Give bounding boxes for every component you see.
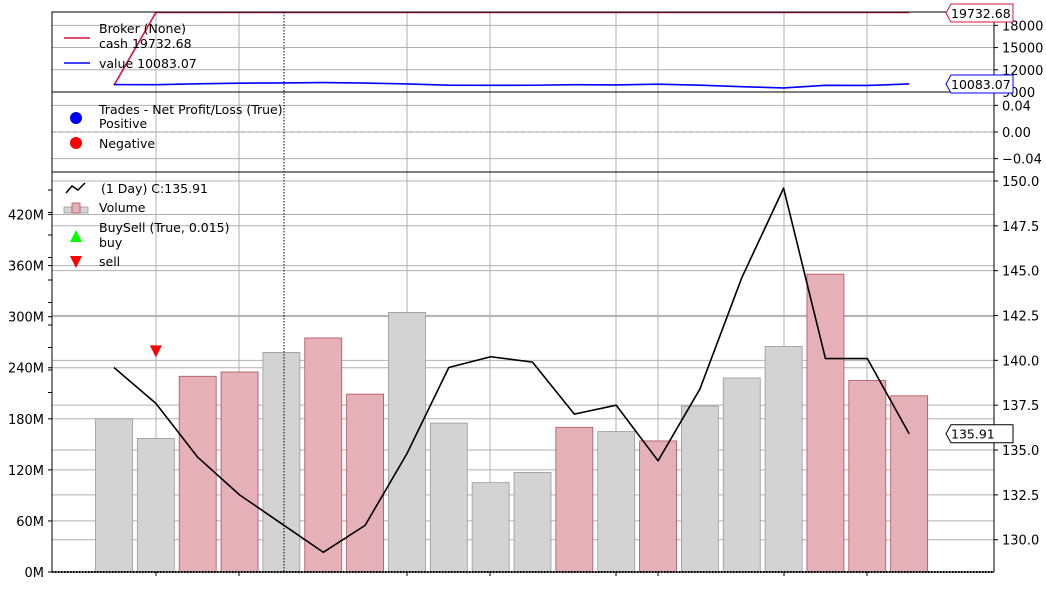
volume-tick-label: 120M	[8, 464, 44, 479]
panel-frames	[51, 11, 995, 573]
legend-trades-title: Trades - Net Profit/Loss (True)	[98, 102, 283, 117]
legend-broker: Broker (None)	[99, 21, 186, 36]
broker-panel-grid	[52, 12, 994, 93]
volume-bar	[890, 395, 929, 573]
trades-ytick-tick-label: −0.04	[1002, 153, 1042, 168]
broker-ytick-tick-label: 15000	[1002, 42, 1043, 57]
volume-bar	[848, 380, 887, 573]
negative-marker-icon	[70, 137, 82, 149]
volume-bar	[429, 422, 468, 573]
volume-bar	[262, 352, 301, 573]
last-value-label-box	[945, 3, 1014, 23]
price-ytick-tick-label: 150.0	[1002, 175, 1039, 190]
value-labels: 19732.68 10083.07 135.91	[945, 3, 1014, 444]
last-close-label-box	[945, 424, 1014, 444]
last-value-label: 10083.07	[951, 77, 1011, 92]
price-ytick-tick-label: 135.0	[1002, 444, 1039, 459]
last-value-label: 19732.68	[951, 6, 1011, 21]
volume-bar	[639, 440, 677, 573]
panel-frame-1	[51, 11, 995, 93]
volume-tick-label: 360M	[8, 260, 44, 275]
volume-bar	[388, 312, 426, 573]
volume-bars	[95, 273, 929, 573]
trades-legend: Trades - Net Profit/Loss (True) Positive…	[70, 102, 283, 151]
sell-marker	[149, 345, 162, 358]
price-ytick-tick-label: 132.5	[1002, 489, 1039, 504]
sell-marker-icon	[70, 256, 82, 268]
volume-bar	[764, 346, 803, 573]
trades-ytick-tick-label: 0.00	[1002, 126, 1031, 141]
price-ytick-tick-label: 130.0	[1002, 534, 1039, 549]
legend-buysell: BuySell (True, 0.015)	[99, 220, 229, 235]
broker-legend: Broker (None) cash 19732.68 value 10083.…	[64, 21, 197, 71]
volume-tick-label: 60M	[16, 515, 44, 530]
trade-markers	[149, 345, 162, 358]
volume-bar	[346, 393, 385, 573]
legend-value: value 10083.07	[99, 56, 197, 71]
legend-price: (1 Day) C:135.91	[97, 181, 208, 196]
legend-buy: buy	[99, 235, 123, 250]
legend-cash: cash 19732.68	[99, 36, 192, 51]
price-ytick-tick-label: 142.5	[1002, 309, 1039, 324]
volume-bar	[681, 405, 719, 573]
last-close-label: 135.91	[951, 427, 995, 442]
volume-bar	[178, 375, 217, 573]
volume-bar	[597, 431, 636, 573]
legend-negative: Negative	[99, 136, 155, 151]
price-ytick-tick-label: 145.0	[1002, 265, 1039, 280]
volume-bar	[513, 472, 552, 573]
price-ytick-tick-label: 147.5	[1002, 220, 1039, 235]
volume-bar	[806, 273, 845, 573]
price-ytick-tick-label: 140.0	[1002, 354, 1039, 369]
volume-tick-label: 240M	[8, 362, 44, 377]
close-price-line	[113, 187, 910, 554]
legend-positive: Positive	[99, 116, 147, 131]
volume-bar	[304, 337, 343, 573]
value-line	[113, 81, 910, 89]
volume-bar	[722, 377, 761, 573]
volume-bar	[555, 426, 594, 573]
volume-bar	[220, 371, 259, 573]
price-line-icon	[65, 182, 86, 194]
volume-tick-label: 180M	[8, 413, 44, 428]
volume-bar	[95, 418, 133, 573]
volume-tick-label: 300M	[8, 311, 44, 326]
volume-tick-label: 420M	[8, 209, 44, 224]
volume-bar	[471, 482, 510, 573]
buy-marker-icon	[70, 230, 82, 242]
axis-ticks: 9000120001500018000−0.040.000.04130.0132…	[8, 19, 1043, 581]
legend-sell: sell	[99, 254, 120, 269]
legend-volume: Volume	[99, 200, 146, 215]
positive-marker-icon	[70, 112, 82, 124]
price-ytick-tick-label: 137.5	[1002, 399, 1039, 414]
last-value-label-box	[945, 74, 1014, 94]
broker-ytick-tick-label: 18000	[1002, 19, 1043, 34]
volume-bar	[136, 437, 175, 573]
trades-ytick-tick-label: 0.04	[1002, 99, 1031, 114]
volume-tick-label: 0M	[25, 566, 45, 581]
price-legend: (1 Day) C:135.91 Volume BuySell (True, 0…	[63, 181, 229, 269]
cash-line	[113, 11, 910, 86]
